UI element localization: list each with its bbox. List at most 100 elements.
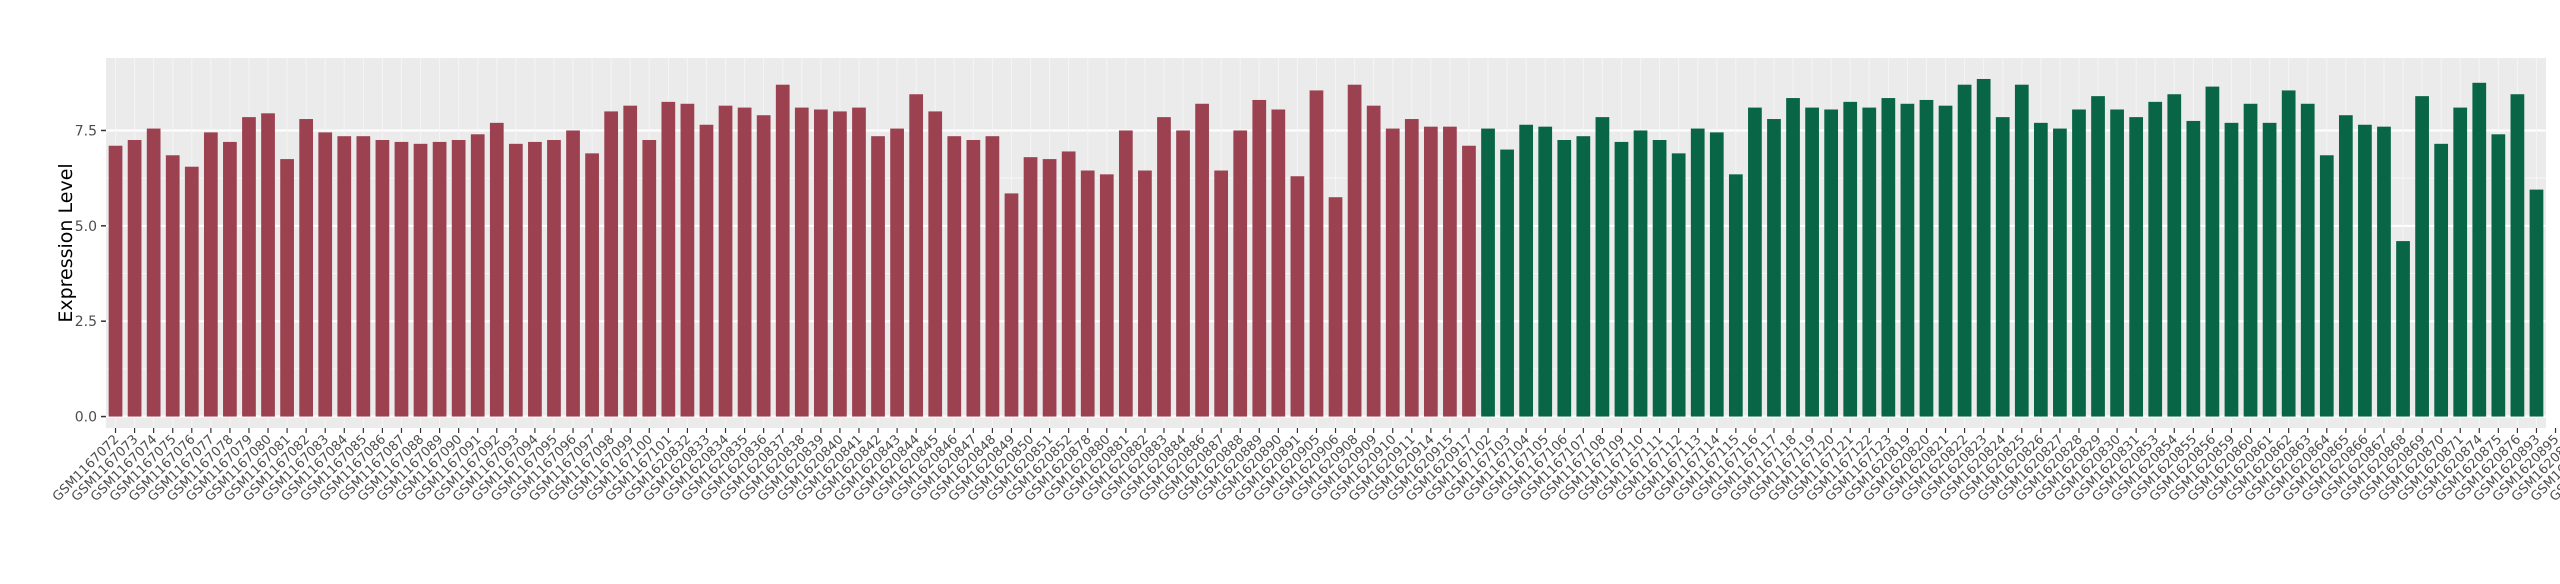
bar-GSM1620891 bbox=[1290, 176, 1305, 417]
y-axis: 0.0 2.5 5.0 7.5 bbox=[75, 123, 106, 426]
bar-GSM1620851 bbox=[1042, 159, 1057, 417]
bar-GSM1167111 bbox=[1652, 140, 1667, 417]
bar-GSM1167090 bbox=[451, 140, 466, 417]
y-tick-label: 0.0 bbox=[75, 410, 97, 426]
bar-GSM1620883 bbox=[1157, 117, 1171, 417]
y-tick-label: 5.0 bbox=[75, 219, 97, 235]
bar-GSM1167099 bbox=[623, 105, 638, 417]
bar-GSM1620843 bbox=[890, 128, 904, 417]
bar-GSM1167116 bbox=[1748, 107, 1762, 417]
bar-GSM1620837 bbox=[775, 84, 790, 417]
bar-GSM1167113 bbox=[1690, 128, 1705, 417]
bar-GSM1620830 bbox=[2110, 109, 2124, 417]
bar-GSM1620855 bbox=[2186, 120, 2201, 417]
bar-GSM1620889 bbox=[1252, 99, 1267, 417]
bar-GSM1167100 bbox=[642, 140, 657, 417]
bar-GSM1620836 bbox=[756, 115, 771, 417]
bar-GSM1620910 bbox=[1385, 128, 1400, 417]
bar-GSM1167075 bbox=[165, 155, 180, 417]
bar-GSM1620839 bbox=[813, 109, 828, 417]
bar-GSM1620887 bbox=[1214, 170, 1229, 417]
bar-GSM1620882 bbox=[1138, 170, 1152, 417]
bar-GSM1167092 bbox=[489, 122, 504, 417]
bar-GSM1167102 bbox=[1481, 128, 1495, 417]
bar-GSM1620835 bbox=[737, 107, 752, 417]
bar-GSM1620874 bbox=[2472, 82, 2487, 417]
bar-GSM1167114 bbox=[1709, 132, 1724, 417]
bar-GSM1620834 bbox=[718, 105, 733, 417]
bar-GSM1620871 bbox=[2453, 107, 2468, 417]
bar-GSM1620861 bbox=[2262, 122, 2277, 417]
bar-GSM1167120 bbox=[1824, 109, 1839, 417]
bar-GSM1620890 bbox=[1271, 109, 1286, 417]
bar-GSM1167093 bbox=[508, 143, 523, 417]
bar-GSM1620829 bbox=[2091, 96, 2105, 417]
bar-GSM1620884 bbox=[1176, 130, 1190, 417]
bar-GSM1167107 bbox=[1576, 136, 1591, 417]
bar-GSM1167091 bbox=[470, 134, 485, 417]
bar-GSM1620886 bbox=[1195, 103, 1209, 417]
bar-GSM1620876 bbox=[2510, 94, 2525, 417]
bar-GSM1620820 bbox=[1919, 99, 1934, 417]
bar-GSM1167117 bbox=[1767, 119, 1781, 417]
bar-GSM1620838 bbox=[794, 107, 809, 417]
bar-GSM1167086 bbox=[375, 140, 390, 417]
bar-GSM1620909 bbox=[1366, 105, 1381, 417]
bar-GSM1167088 bbox=[413, 143, 428, 417]
bar-GSM1620915 bbox=[1443, 126, 1457, 417]
bar-GSM1167095 bbox=[547, 140, 561, 417]
bar-GSM1167104 bbox=[1519, 124, 1534, 417]
bar-GSM1620840 bbox=[833, 111, 847, 417]
bar-GSM1620847 bbox=[966, 140, 981, 417]
bar-GSM1167085 bbox=[356, 136, 371, 417]
bar-GSM1620860 bbox=[2243, 103, 2258, 417]
bar-GSM1167076 bbox=[184, 166, 199, 417]
x-axis: GSM1167072GSM1167073GSM1167074GSM1167075… bbox=[50, 428, 2560, 505]
bar-GSM1620888 bbox=[1233, 130, 1248, 417]
bar-GSM1167084 bbox=[337, 136, 352, 417]
bar-GSM1620880 bbox=[1099, 174, 1114, 417]
bar-GSM1620844 bbox=[909, 94, 924, 417]
bar-GSM1167096 bbox=[566, 130, 580, 417]
bar-GSM1167101 bbox=[661, 101, 676, 417]
bar-GSM1167121 bbox=[1843, 101, 1858, 417]
bar-GSM1167097 bbox=[585, 153, 599, 417]
bar-GSM1620826 bbox=[2033, 122, 2048, 417]
bar-GSM1620822 bbox=[1957, 84, 1972, 417]
bar-GSM1167081 bbox=[280, 159, 294, 417]
bar-GSM1620824 bbox=[1995, 117, 2010, 417]
bar-GSM1620905 bbox=[1309, 90, 1324, 417]
bar-GSM1620906 bbox=[1328, 197, 1343, 417]
bar-GSM1167098 bbox=[604, 111, 619, 417]
bar-GSM1167112 bbox=[1671, 153, 1686, 417]
bar-GSM1620856 bbox=[2205, 86, 2220, 417]
bar-GSM1620870 bbox=[2434, 143, 2449, 417]
bar-GSM1167078 bbox=[223, 141, 237, 417]
bar-GSM1167103 bbox=[1500, 149, 1514, 417]
bar-GSM1620868 bbox=[2396, 241, 2410, 417]
bar-GSM1167072 bbox=[108, 145, 123, 417]
bar-GSM1167089 bbox=[432, 141, 447, 417]
bar-GSM1620865 bbox=[2338, 115, 2353, 417]
bar-GSM1167122 bbox=[1862, 107, 1877, 417]
bar-GSM1620869 bbox=[2415, 96, 2429, 417]
bar-GSM1167073 bbox=[127, 140, 142, 417]
y-tick-label: 7.5 bbox=[75, 123, 97, 139]
bar-GSM1620833 bbox=[699, 124, 714, 417]
bar-GSM1620821 bbox=[1938, 105, 1953, 417]
bar-GSM1620849 bbox=[1004, 193, 1019, 417]
bar-GSM1620875 bbox=[2491, 134, 2506, 417]
bar-GSM1620846 bbox=[947, 136, 962, 417]
bar-GSM1167080 bbox=[261, 113, 275, 417]
bar-GSM1167123 bbox=[1881, 98, 1896, 417]
bar-GSM1620866 bbox=[2358, 124, 2372, 417]
bar-GSM1167105 bbox=[1538, 126, 1553, 417]
bar-GSM1620825 bbox=[2014, 84, 2029, 417]
bar-GSM1620881 bbox=[1118, 130, 1133, 417]
bar-GSM1620862 bbox=[2281, 90, 2296, 417]
bar-GSM1167094 bbox=[528, 141, 542, 417]
bar-GSM1620842 bbox=[871, 136, 885, 417]
bar-GSM1167115 bbox=[1728, 174, 1743, 417]
